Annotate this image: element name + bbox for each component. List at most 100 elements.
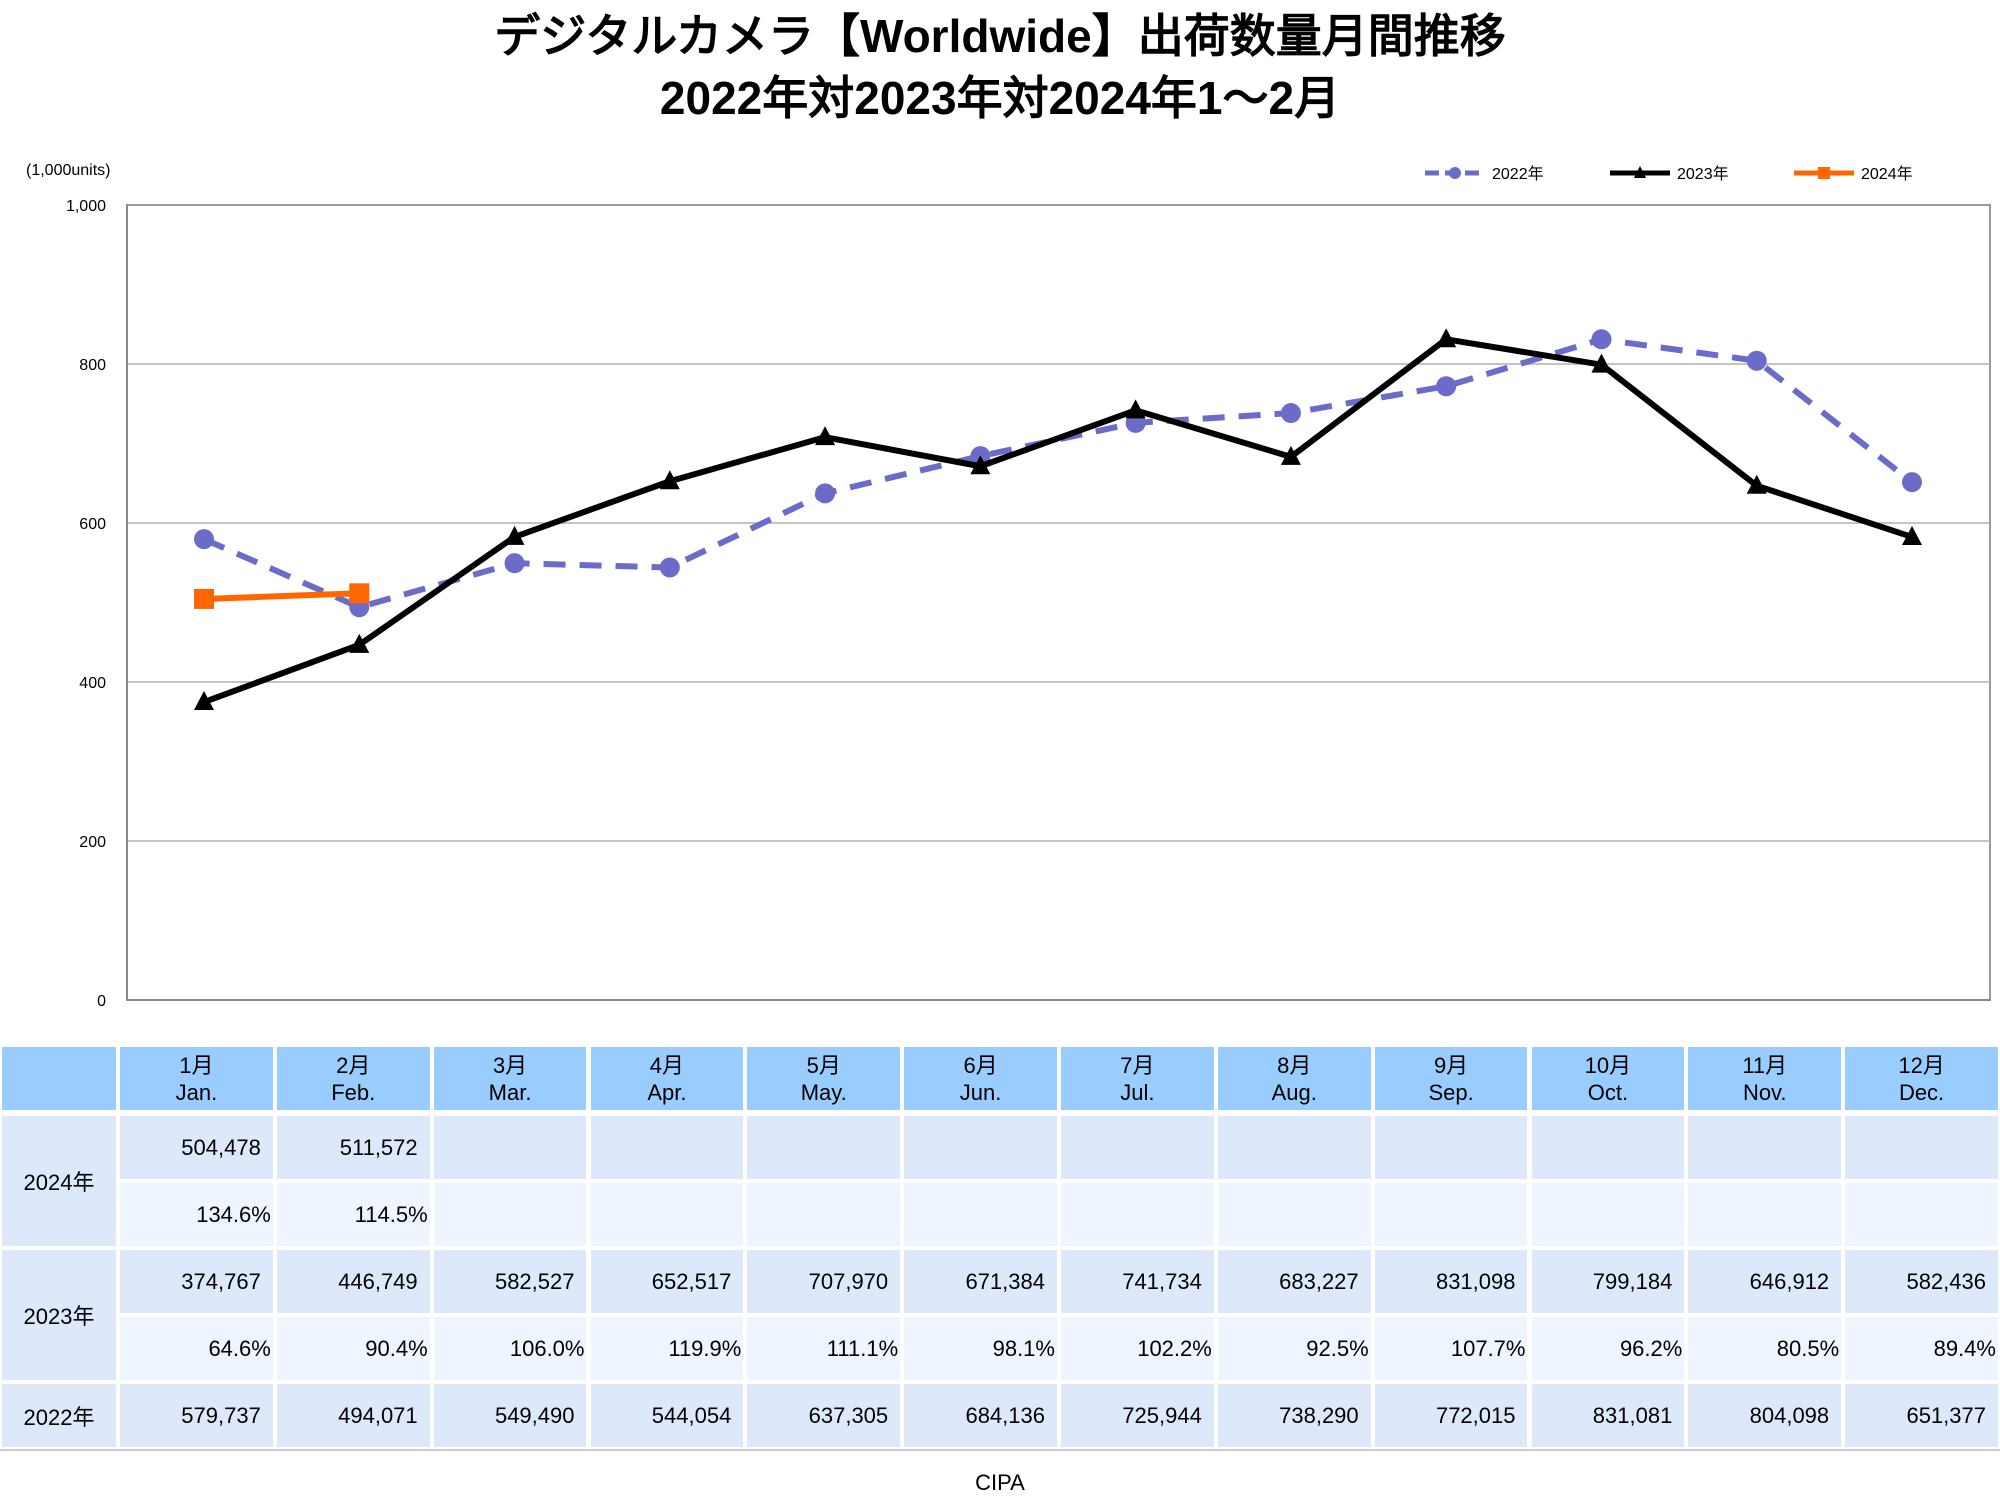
units-cell: 544,054: [588, 1382, 746, 1449]
yoy-cell: [431, 1181, 589, 1248]
data-point: [1280, 445, 1301, 465]
month-jp: 6月: [963, 1052, 998, 1078]
month-header: 12月 Dec.: [1843, 1045, 2000, 1112]
month-jp: 11月: [1742, 1052, 1788, 1078]
yoy-cell: 107.7%: [1372, 1315, 1530, 1382]
yoy-cell: [745, 1181, 903, 1248]
units-cell: 579,737: [118, 1382, 275, 1449]
units-cell: 637,305: [745, 1382, 903, 1449]
month-en: Nov.: [1742, 1079, 1787, 1105]
units-cell: 772,015: [1372, 1382, 1530, 1449]
yoy-cell: [1059, 1181, 1216, 1248]
units-cell: 504,478: [118, 1114, 275, 1181]
yoy-cell: [1372, 1181, 1530, 1248]
legend-marker: [1634, 166, 1646, 178]
series-line-2024年: [203, 590, 360, 602]
data-point: [659, 557, 680, 578]
month-en: Aug.: [1271, 1079, 1317, 1105]
data-point: [815, 426, 836, 446]
units-cell: 804,098: [1686, 1382, 1844, 1449]
y-tick-label: 800: [79, 357, 106, 374]
month-header: 2月 Feb.: [274, 1045, 432, 1112]
units-cell: 799,184: [1529, 1248, 1687, 1315]
units-cell: 684,136: [902, 1382, 1059, 1449]
month-jp: 8月: [1277, 1052, 1312, 1078]
yoy-cell: 98.1%: [902, 1315, 1059, 1382]
yoy-cell: 64.6%: [118, 1315, 275, 1382]
units-cell: [1843, 1114, 2000, 1181]
yoy-cell: 106.0%: [431, 1315, 589, 1382]
month-header: 3月 Mar.: [431, 1045, 589, 1112]
month-header: 8月 Aug.: [1215, 1045, 1373, 1112]
month-jp: 5月: [806, 1052, 841, 1078]
units-cell: 511,572: [274, 1114, 432, 1181]
units-cell: 446,749: [274, 1248, 432, 1315]
row-label: 2024年: [0, 1114, 118, 1248]
month-jp: 12月: [1898, 1052, 1945, 1078]
chart-subtitle: 2022年対2023年対2024年1～2月: [659, 72, 1341, 124]
line-chart: 0 200 400 600 800 1,000 (1,000units) 2022年 2023年…: [26, 162, 1991, 1010]
units-cell: [588, 1114, 746, 1181]
yoy-cell: 89.4%: [1843, 1315, 2000, 1382]
month-jp: 10月: [1584, 1052, 1632, 1078]
data-point: [1902, 525, 1922, 545]
data-point: [194, 691, 214, 711]
month-header: 11月 Nov.: [1686, 1045, 1844, 1112]
units-cell: [1686, 1114, 1844, 1181]
data-point: [349, 583, 370, 604]
data-point: [1125, 399, 1146, 419]
units-cell: 831,081: [1529, 1382, 1687, 1449]
month-en: Jun.: [959, 1079, 1002, 1105]
units-cell: [431, 1114, 589, 1181]
table-corner: [0, 1045, 118, 1112]
legend-label: 2024年: [1861, 165, 1913, 183]
units-cell: 651,377: [1843, 1382, 2000, 1449]
data-point: [504, 553, 525, 574]
legend-marker: [1449, 167, 1461, 179]
yoy-cell: [1529, 1181, 1687, 1248]
data-point: [815, 483, 836, 504]
data-point: [1436, 376, 1457, 397]
month-header: 5月 May.: [745, 1045, 903, 1112]
month-header: 7月 Jul.: [1059, 1045, 1216, 1112]
month-jp: 3月: [492, 1052, 528, 1078]
data-point: [504, 525, 525, 545]
month-header: 1月 Jan.: [118, 1045, 275, 1112]
y-tick-label: 400: [79, 675, 106, 692]
month-header: 9月 Sep.: [1372, 1045, 1530, 1112]
row-label: 2022年: [0, 1382, 118, 1449]
y-tick-label: 0: [97, 993, 106, 1010]
units-cell: 582,527: [431, 1248, 589, 1315]
y-tick-label: 1,000: [66, 198, 106, 215]
units-cell: 374,767: [118, 1248, 275, 1315]
month-en: Jan.: [175, 1079, 218, 1105]
plot-area: [126, 204, 1991, 1001]
units-cell: 671,384: [902, 1248, 1059, 1315]
month-en: Dec.: [1898, 1079, 1945, 1105]
month-en: Feb.: [331, 1079, 376, 1105]
data-point: [1436, 328, 1457, 348]
yoy-cell: 114.5%: [274, 1181, 432, 1248]
units-cell: 652,517: [588, 1248, 746, 1315]
yoy-cell: [1843, 1181, 2000, 1248]
data-point: [1591, 353, 1612, 373]
month-jp: 7月: [1120, 1052, 1155, 1078]
month-jp: 9月: [1433, 1052, 1469, 1078]
yoy-cell: 92.5%: [1215, 1315, 1373, 1382]
units-cell: [1372, 1114, 1530, 1181]
data-point: [1746, 350, 1767, 371]
legend-marker: [1818, 167, 1830, 179]
data-point: [1902, 472, 1922, 493]
data-point: [349, 633, 370, 653]
yoy-cell: 134.6%: [118, 1181, 275, 1248]
month-jp: 4月: [649, 1052, 685, 1078]
month-en: Mar.: [488, 1079, 532, 1105]
data-point: [194, 529, 214, 550]
units-cell: [1215, 1114, 1373, 1181]
month-en: Apr.: [647, 1079, 687, 1105]
yoy-cell: 80.5%: [1686, 1315, 1844, 1382]
data-point: [1591, 329, 1612, 350]
y-axis-unit-label: (1,000units): [26, 162, 111, 179]
data-point: [194, 588, 214, 609]
yoy-cell: 111.1%: [745, 1315, 903, 1382]
